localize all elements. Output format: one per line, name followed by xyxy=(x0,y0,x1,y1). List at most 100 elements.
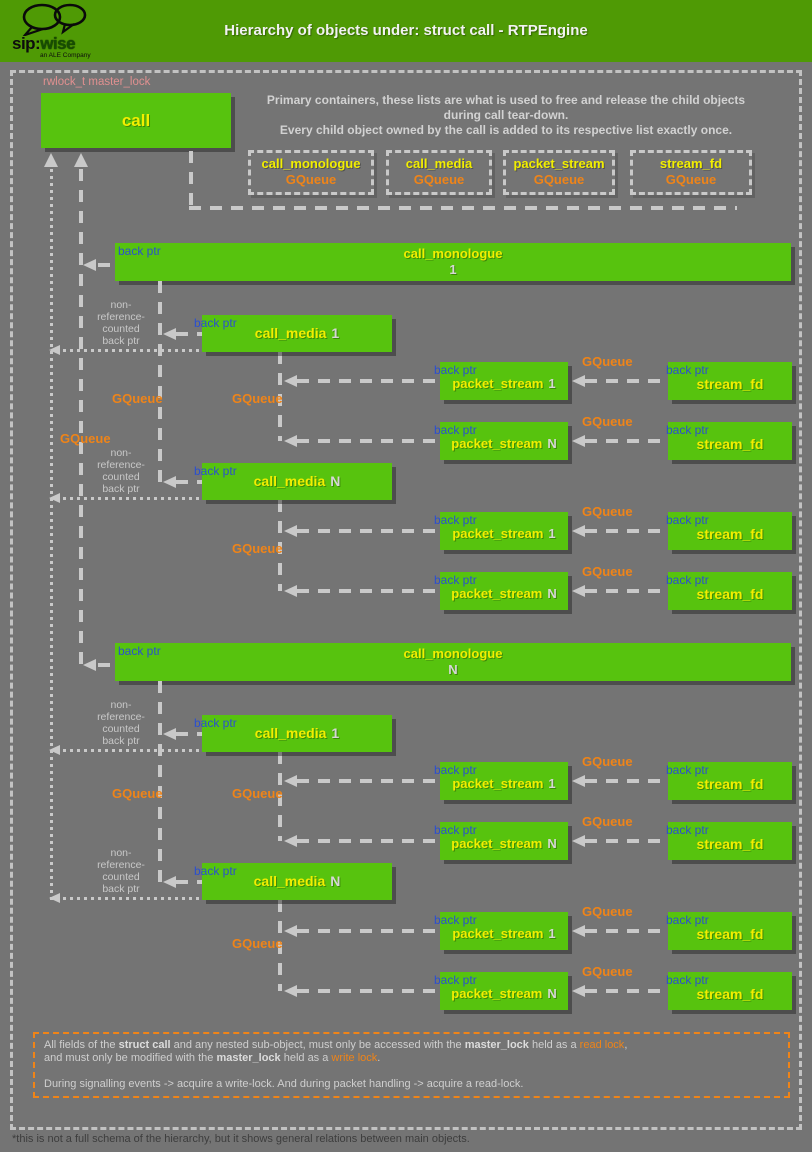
back-ptr-dash xyxy=(98,663,115,667)
stream-fd-box: stream_fd xyxy=(668,912,792,950)
container-box-call-media: call_media GQueue xyxy=(386,150,492,195)
container-label: call_monologue xyxy=(261,156,361,171)
stream-fd-box: stream_fd xyxy=(668,822,792,860)
arrow-left-icon xyxy=(83,259,96,271)
arrow-left-icon xyxy=(284,435,297,447)
arrow-left-icon xyxy=(163,476,176,488)
box-label: call_media xyxy=(253,473,326,489)
back-ptr-dash xyxy=(297,779,440,783)
logo-wise: wise xyxy=(40,34,76,53)
header-bar: sip:wise an ALE Company Hierarchy of obj… xyxy=(0,0,812,62)
footnote: *this is not a full schema of the hierar… xyxy=(12,1133,470,1145)
call-media-1-box: call_media 1 xyxy=(202,315,392,352)
back-ptr-dash xyxy=(98,263,115,267)
up-arrow-nonref-backptr xyxy=(44,153,58,167)
arrow-left-icon xyxy=(572,435,585,447)
box-label: call_media xyxy=(254,325,327,341)
back-ptr-dash xyxy=(176,480,202,484)
back-ptr-label: back ptr xyxy=(666,913,709,927)
gqueue-label-monologue-queue: GQueue xyxy=(60,431,111,446)
container-label: packet_stream xyxy=(513,156,605,171)
stream-queue-line xyxy=(278,752,282,841)
nonref-backptr-label: non-reference-counted back ptr xyxy=(97,847,145,895)
gqueue-label: GQueue xyxy=(582,414,633,429)
box-index: 1 xyxy=(331,325,340,341)
back-ptr-dash xyxy=(176,732,202,736)
call-monologue-n-box: call_monologue N xyxy=(115,643,791,681)
back-ptr-label: back ptr xyxy=(666,513,709,527)
logo-tagline: an ALE Company xyxy=(40,52,91,59)
media-queue-line-monoN xyxy=(158,681,162,882)
back-ptr-label: back ptr xyxy=(194,864,237,878)
arrow-left-icon xyxy=(49,493,60,503)
arrow-left-icon xyxy=(572,835,585,847)
gqueue-label-stream-queue: GQueue xyxy=(232,786,283,801)
arrow-left-icon xyxy=(572,525,585,537)
back-ptr-label: back ptr xyxy=(666,763,709,777)
page-title: Hierarchy of objects under: struct call … xyxy=(224,22,588,39)
up-arrow-monologue-queue xyxy=(74,153,88,167)
stream-fd-box: stream_fd xyxy=(668,572,792,610)
container-gqueue-label: GQueue xyxy=(533,172,585,187)
call-monologue-1-box: call_monologue 1 xyxy=(115,243,791,281)
sipwise-logo: sip:wise an ALE Company xyxy=(12,2,112,60)
nonref-backptr-label: non-reference-counted back ptr xyxy=(97,447,145,495)
stream-fd-box: stream_fd xyxy=(668,512,792,550)
call-to-containers-line-horizontal xyxy=(189,206,737,210)
arrow-left-icon xyxy=(572,375,585,387)
arrow-left-icon xyxy=(83,659,96,671)
nonref-backptr-line-vertical xyxy=(50,169,53,900)
arrow-left-icon xyxy=(49,745,60,755)
container-gqueue-label: GQueue xyxy=(665,172,717,187)
back-ptr-dash xyxy=(176,332,202,336)
arrow-left-icon xyxy=(572,985,585,997)
primary-note-line3: Every child object owned by the call is … xyxy=(279,123,733,137)
nonref-backptr-line xyxy=(56,497,202,500)
logo-sip: sip: xyxy=(12,34,41,53)
nonref-backptr-line xyxy=(56,749,202,752)
locking-note-line3: During signalling events -> acquire a wr… xyxy=(44,1078,524,1090)
nonref-backptr-label: non-reference-counted back ptr xyxy=(97,699,145,747)
box-label: call_monologue xyxy=(403,246,503,261)
nonref-backptr-line xyxy=(56,897,202,900)
box-index: 1 xyxy=(449,262,457,277)
back-ptr-dash xyxy=(297,589,440,593)
back-ptr-dash xyxy=(297,929,440,933)
gqueue-dash xyxy=(585,439,668,443)
locking-note-box: All fields of the struct call and any ne… xyxy=(33,1032,790,1098)
packet-stream-1-box: packet_stream 1 xyxy=(440,512,568,550)
stream-fd-box: stream_fd xyxy=(668,422,792,460)
back-ptr-dash xyxy=(176,880,202,884)
back-ptr-label: back ptr xyxy=(118,644,161,658)
gqueue-label: GQueue xyxy=(582,904,633,919)
gqueue-dash xyxy=(585,989,668,993)
packet-stream-n-box: packet_stream N xyxy=(440,422,568,460)
container-label: call_media xyxy=(405,156,473,171)
arrow-left-icon xyxy=(163,876,176,888)
gqueue-label: GQueue xyxy=(582,354,633,369)
gqueue-dash xyxy=(585,589,668,593)
stream-fd-box: stream_fd xyxy=(668,362,792,400)
gqueue-label-stream-queue: GQueue xyxy=(232,936,283,951)
packet-stream-n-box: packet_stream N xyxy=(440,972,568,1010)
packet-stream-n-box: packet_stream N xyxy=(440,822,568,860)
back-ptr-label: back ptr xyxy=(434,423,477,437)
gqueue-dash xyxy=(585,929,668,933)
container-box-packet-stream: packet_stream GQueue xyxy=(503,150,615,195)
back-ptr-label: back ptr xyxy=(666,973,709,987)
stream-queue-line xyxy=(278,900,282,991)
speech-bubbles-icon xyxy=(21,3,87,38)
gqueue-label-stream-queue: GQueue xyxy=(232,541,283,556)
call-box: call xyxy=(41,93,231,148)
arrow-left-icon xyxy=(284,375,297,387)
gqueue-label: GQueue xyxy=(582,964,633,979)
primary-containers-note: Primary containers, these lists are what… xyxy=(246,93,766,138)
back-ptr-dash xyxy=(297,989,440,993)
back-ptr-label: back ptr xyxy=(194,716,237,730)
box-index: 1 xyxy=(331,725,340,741)
container-box-call-monologue: call_monologue GQueue xyxy=(248,150,374,195)
primary-note-line1: Primary containers, these lists are what… xyxy=(266,93,746,107)
arrow-left-icon xyxy=(572,775,585,787)
back-ptr-label: back ptr xyxy=(118,244,161,258)
